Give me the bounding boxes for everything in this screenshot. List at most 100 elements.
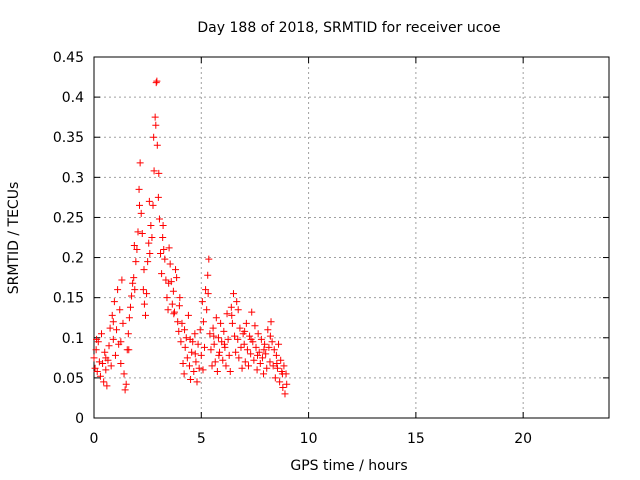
data-point [191, 330, 199, 338]
data-point [234, 335, 242, 343]
data-point [146, 250, 154, 258]
data-point [95, 358, 103, 366]
data-point [242, 319, 250, 327]
data-point [220, 327, 228, 335]
data-point [256, 359, 264, 367]
data-point [180, 370, 188, 378]
data-point [144, 258, 152, 266]
data-point [187, 375, 195, 383]
data-point [251, 322, 259, 330]
data-point [186, 335, 194, 343]
axis-ticks [93, 56, 609, 419]
data-point [170, 308, 178, 316]
data-point [114, 286, 122, 294]
data-point [98, 330, 106, 338]
data-point [275, 340, 283, 348]
y-tick-label: 0.1 [62, 331, 84, 347]
x-tick-label: 10 [300, 431, 318, 447]
y-tick-label: 0.4 [62, 90, 84, 106]
data-point [111, 351, 119, 359]
data-point [196, 326, 204, 334]
data-point [209, 324, 217, 332]
data-point [216, 348, 224, 356]
x-tick-label: 5 [197, 431, 206, 447]
data-point [235, 354, 243, 362]
data-point [109, 318, 117, 326]
data-point [130, 274, 138, 282]
data-point [203, 306, 211, 314]
data-point [269, 362, 277, 370]
y-tick-label: 0.35 [53, 130, 84, 146]
data-point [155, 169, 163, 177]
data-point [208, 362, 216, 370]
data-point [122, 380, 130, 388]
data-point [121, 386, 129, 394]
data-point [99, 359, 107, 367]
data-point [137, 209, 145, 217]
data-point [124, 330, 132, 338]
data-point [195, 364, 203, 372]
data-point [125, 314, 133, 322]
data-point [184, 311, 192, 319]
data-point [140, 300, 148, 308]
data-point [185, 362, 193, 370]
data-point [255, 348, 263, 356]
data-point [233, 298, 241, 306]
data-point [281, 390, 289, 398]
data-point [151, 113, 159, 121]
data-point [273, 364, 281, 372]
data-point [193, 378, 201, 386]
data-point [225, 351, 233, 359]
data-point [246, 332, 254, 340]
data-point [192, 358, 200, 366]
data-point [273, 359, 281, 367]
y-tick-label: 0.05 [53, 371, 84, 387]
data-point [264, 326, 272, 334]
data-point [210, 340, 218, 348]
data-point [236, 324, 244, 332]
data-point [279, 384, 287, 392]
data-point [183, 354, 191, 362]
data-point [168, 300, 176, 308]
data-point [126, 303, 134, 311]
data-point [229, 290, 237, 298]
data-point [231, 332, 239, 340]
data-point [270, 346, 278, 354]
data-point [191, 350, 199, 358]
data-point [120, 370, 128, 378]
data-point [253, 366, 261, 374]
data-point [106, 324, 114, 332]
data-point [194, 340, 202, 348]
data-point [181, 326, 189, 334]
data-point [150, 133, 158, 141]
data-point [213, 367, 221, 375]
data-point [142, 311, 149, 319]
data-point [219, 356, 227, 364]
data-point [181, 343, 189, 351]
data-point [164, 306, 172, 314]
data-point [278, 370, 286, 378]
data-point [157, 250, 165, 258]
data-point [234, 306, 242, 314]
data-point [223, 310, 231, 318]
data-point [152, 121, 160, 129]
data-point [159, 221, 167, 229]
grid [94, 57, 609, 418]
data-point [128, 292, 136, 300]
data-point [102, 354, 110, 362]
y-tick-label: 0.25 [53, 210, 84, 226]
data-point [280, 362, 288, 370]
data-point [101, 348, 109, 356]
data-point [243, 346, 251, 354]
data-point [158, 270, 166, 278]
data-point [237, 343, 245, 351]
data-point [267, 318, 275, 326]
data-point [252, 343, 260, 351]
data-point [117, 359, 125, 367]
data-point [172, 266, 180, 274]
data-point [93, 335, 101, 343]
data-point [119, 319, 127, 327]
data-point [210, 332, 218, 340]
data-point [166, 260, 174, 268]
data-point [173, 274, 181, 282]
